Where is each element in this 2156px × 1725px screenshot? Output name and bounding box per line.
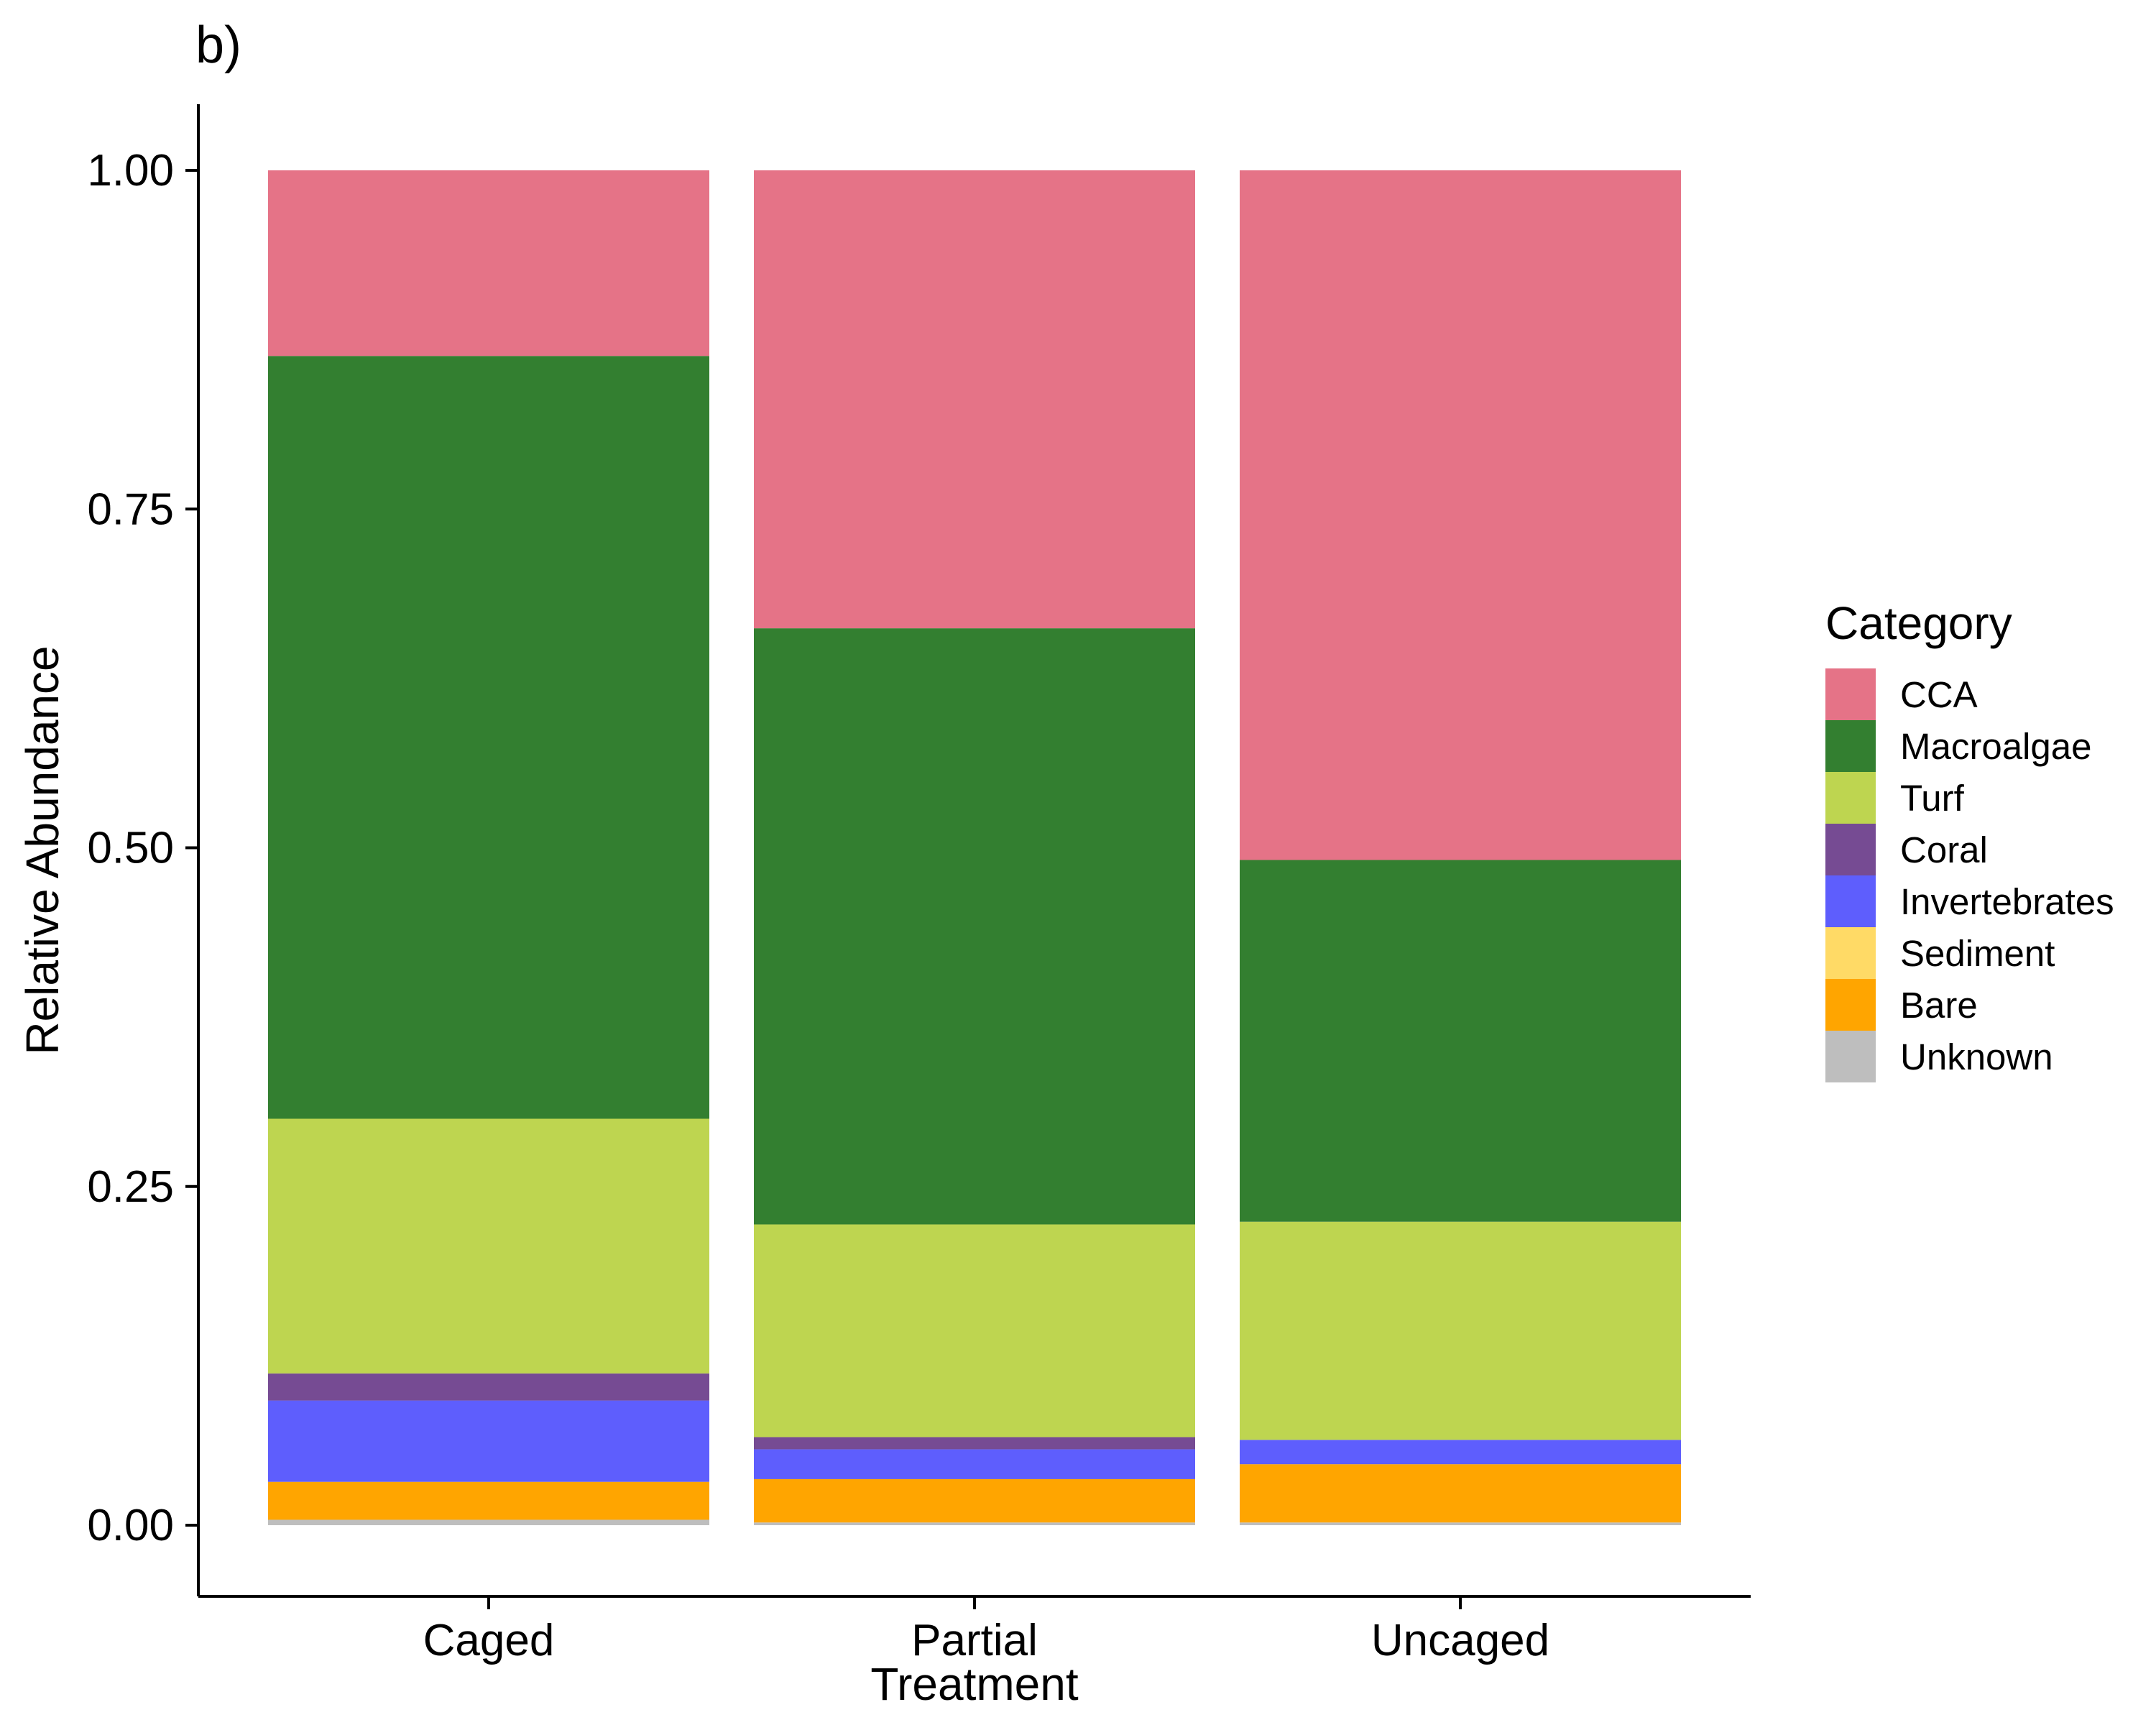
bar-segment-caged-coral	[268, 1373, 709, 1401]
legend-swatch	[1825, 720, 1876, 772]
legend-item-macroalgae: Macroalgae	[1825, 720, 2114, 772]
bar-segment-uncaged-turf	[1240, 1221, 1681, 1440]
legend-label: Macroalgae	[1900, 725, 2092, 767]
x-tick-label-partial: Partial	[911, 1616, 1038, 1665]
legend-swatch	[1825, 979, 1876, 1031]
bar-segment-partial-macroalgae	[754, 628, 1195, 1225]
legend-label: Bare	[1900, 984, 1978, 1026]
bar-segment-partial-cca	[754, 170, 1195, 629]
legend: Category CCA Macroalgae Turf Coral Invertebr…	[1825, 597, 2114, 1082]
bar-segment-uncaged-macroalgae	[1240, 860, 1681, 1222]
legend-swatch	[1825, 824, 1876, 875]
bar-segment-uncaged-unknown	[1240, 1522, 1681, 1525]
y-axis-title: Relative Abundance	[17, 645, 68, 1054]
legend-swatch	[1825, 1031, 1876, 1082]
y-tick-label: 0.25	[87, 1162, 174, 1212]
legend-item-invertebrates: Invertebrates	[1825, 875, 2114, 927]
bar-segment-partial-invertebrates	[754, 1449, 1195, 1479]
bar-segment-partial-coral	[754, 1437, 1195, 1450]
bar-segment-caged-invertebrates	[268, 1400, 709, 1482]
legend-item-sediment: Sediment	[1825, 927, 2114, 979]
bar-segment-caged-unknown	[268, 1519, 709, 1525]
legend-title: Category	[1825, 597, 2012, 649]
legend-item-bare: Bare	[1825, 979, 2114, 1031]
x-axis-title: Treatment	[870, 1658, 1079, 1710]
legend-item-turf: Turf	[1825, 772, 2114, 824]
legend-label: Sediment	[1900, 932, 2055, 974]
y-ticks: 0.00 0.25 0.50 0.75 1.00	[87, 146, 198, 1550]
bar-segment-caged-bare	[268, 1481, 709, 1520]
legend-item-unknown: Unknown	[1825, 1031, 2114, 1082]
legend-swatch	[1825, 875, 1876, 927]
legend-item-cca: CCA	[1825, 668, 2114, 720]
bar-segment-partial-turf	[754, 1224, 1195, 1438]
bar-segment-partial-bare	[754, 1478, 1195, 1523]
x-tick-label-caged: Caged	[423, 1616, 555, 1665]
bar-segment-caged-cca	[268, 170, 709, 356]
y-tick-label: 1.00	[87, 146, 174, 196]
bar-segment-caged-turf	[268, 1118, 709, 1374]
x-ticks: Caged Partial Uncaged	[423, 1596, 1549, 1665]
bar-segment-uncaged-bare	[1240, 1464, 1681, 1523]
legend-label: Unknown	[1900, 1036, 2053, 1077]
legend-label: Turf	[1900, 777, 1964, 819]
legend-label: Invertebrates	[1900, 880, 2114, 922]
legend-item-coral: Coral	[1825, 824, 2114, 875]
legend-items: CCA Macroalgae Turf Coral Invertebrates Sedim…	[1825, 668, 2114, 1082]
y-tick-label: 0.00	[87, 1501, 174, 1550]
panel-tag: b)	[195, 17, 242, 74]
legend-swatch	[1825, 927, 1876, 979]
bar-segment-uncaged-cca	[1240, 170, 1681, 860]
bar-segment-partial-unknown	[754, 1522, 1195, 1525]
x-tick-label-uncaged: Uncaged	[1371, 1616, 1549, 1665]
legend-label: Coral	[1900, 829, 1988, 870]
bars-layer	[268, 170, 1681, 1525]
y-tick-label: 0.50	[87, 824, 174, 873]
legend-label: CCA	[1900, 673, 1978, 715]
legend-swatch	[1825, 772, 1876, 824]
bar-segment-caged-macroalgae	[268, 356, 709, 1119]
bar-segment-uncaged-invertebrates	[1240, 1440, 1681, 1465]
legend-swatch	[1825, 668, 1876, 720]
y-tick-label: 0.75	[87, 484, 174, 534]
